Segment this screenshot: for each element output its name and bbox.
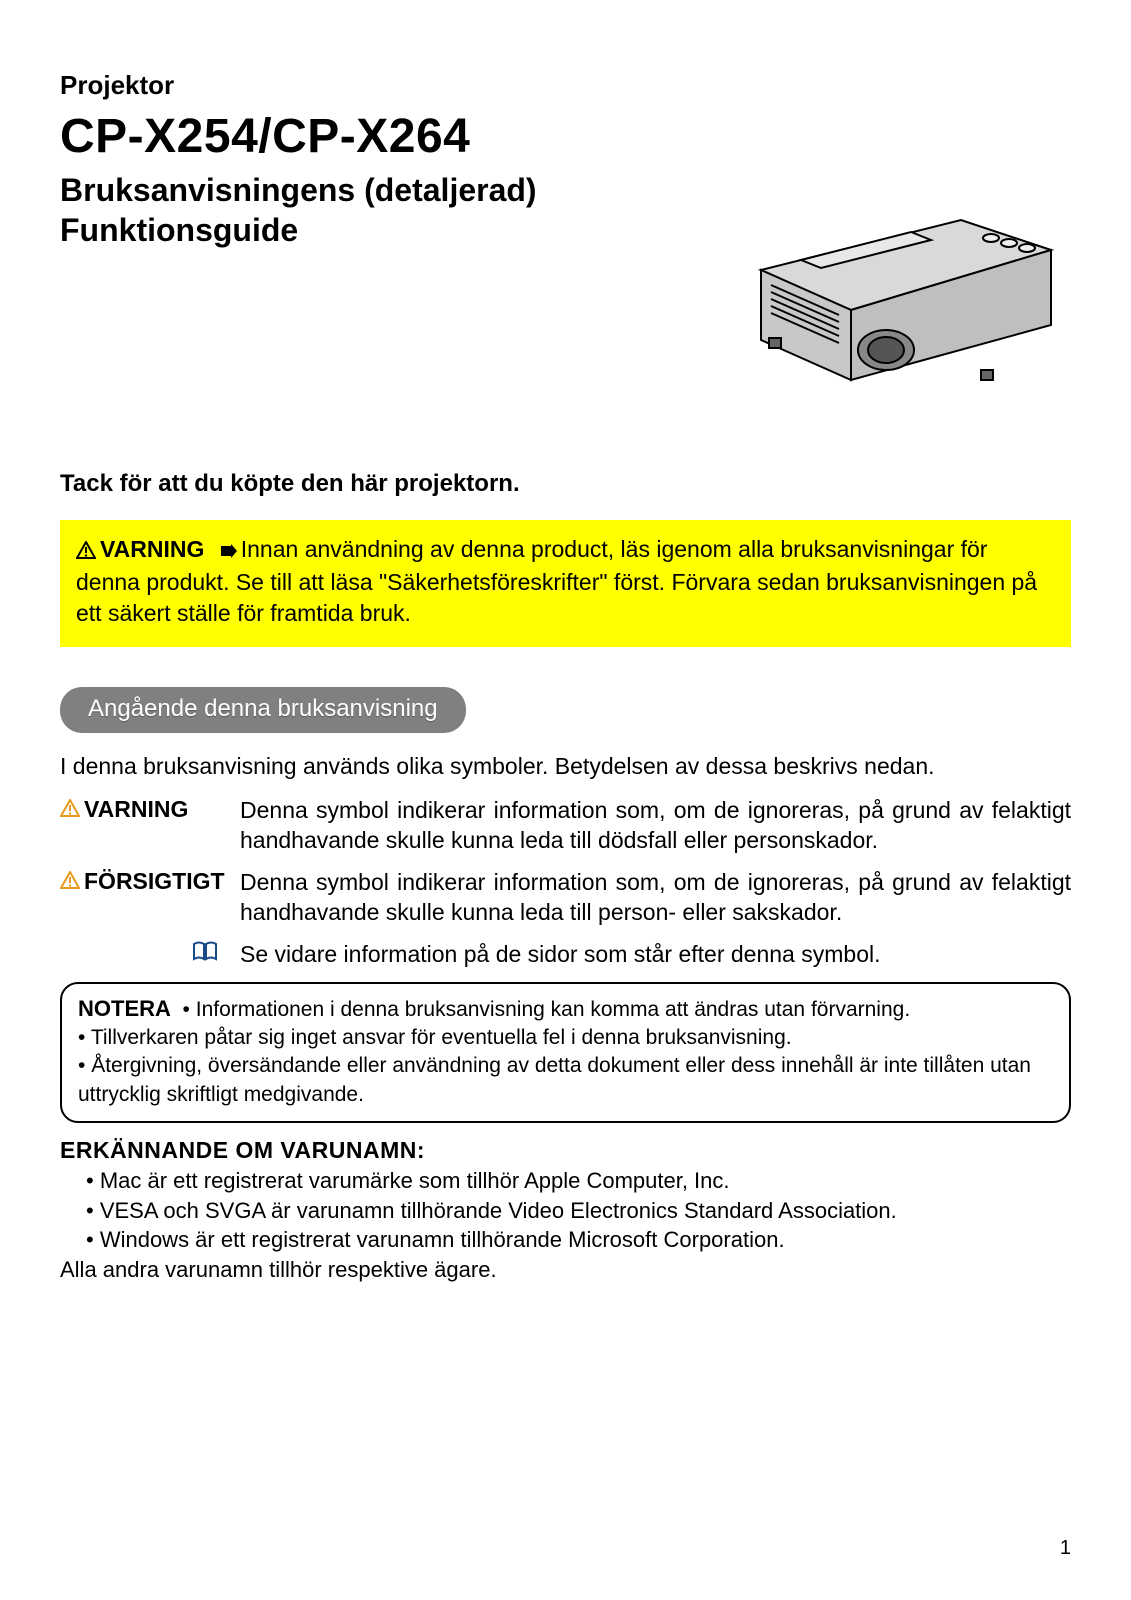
trademark-item: Mac är ett registrerat varumärke som til…: [100, 1168, 730, 1193]
symbol-definitions: VARNING Denna symbol indikerar informati…: [60, 796, 1071, 969]
product-category-label: Projektor: [60, 70, 1071, 101]
symbol-row-varning: VARNING Denna symbol indikerar informati…: [60, 796, 1071, 856]
warning-label: VARNING: [100, 536, 204, 562]
warning-triangle-icon: [60, 796, 80, 823]
section-intro-text: I denna bruksanvisning används olika sym…: [60, 751, 1071, 782]
symbol-row-book: Se vidare information på de sidor som st…: [60, 940, 1071, 970]
arrow-right-icon: [221, 535, 237, 566]
symbol-label: FÖRSIGTIGT: [60, 868, 240, 895]
manual-page: Projektor CP-X254/CP-X264 Bruksanvisning…: [0, 0, 1131, 1600]
subtitle-line-2: Funktionsguide: [60, 212, 298, 248]
book-icon: [192, 940, 218, 967]
section-heading-pill: Angående denna bruksanvisning: [60, 687, 466, 733]
warning-box: VARNING Innan användning av denna produc…: [60, 520, 1071, 647]
subtitle-line-1: Bruksanvisningens (detaljerad): [60, 172, 537, 208]
warning-triangle-icon: [60, 868, 80, 895]
page-number: 1: [1060, 1537, 1071, 1560]
symbol-description: Denna symbol indikerar information som, …: [240, 868, 1071, 928]
note-bullet: Återgivning, översändande eller användni…: [78, 1054, 1031, 1105]
product-model: CP-X254/CP-X264: [60, 109, 1071, 164]
symbol-label-text: FÖRSIGTIGT: [84, 868, 225, 895]
trademark-item: VESA och SVGA är varunamn tillhörande Vi…: [100, 1198, 897, 1223]
note-box: NOTERA • Informationen i denna bruksanvi…: [60, 982, 1071, 1123]
trademark-item: Windows är ett registrerat varunamn till…: [100, 1227, 785, 1252]
thank-you-text: Tack för att du köpte den här projektorn…: [60, 470, 1071, 498]
note-bullet: Informationen i denna bruksanvisning kan…: [196, 998, 910, 1021]
symbol-row-forsigtigt: FÖRSIGTIGT Denna symbol indikerar inform…: [60, 868, 1071, 928]
symbol-description: Se vidare information på de sidor som st…: [240, 940, 1071, 970]
trademark-heading: ERKÄNNANDE OM VARUNAMN:: [60, 1137, 1071, 1164]
warning-triangle-icon: [76, 536, 96, 567]
projector-illustration: [731, 210, 1071, 410]
symbol-label: VARNING: [60, 796, 240, 823]
symbol-label-text: VARNING: [84, 796, 188, 823]
trademark-list: • Mac är ett registrerat varumärke som t…: [60, 1166, 1071, 1255]
trademark-closing: Alla andra varunamn tillhör respektive ä…: [60, 1257, 1071, 1283]
note-bullet: Tillverkaren påtar sig inget ansvar för …: [91, 1026, 792, 1049]
symbol-description: Denna symbol indikerar information som, …: [240, 796, 1071, 856]
note-label: NOTERA: [78, 996, 171, 1021]
symbol-label: [60, 940, 240, 967]
